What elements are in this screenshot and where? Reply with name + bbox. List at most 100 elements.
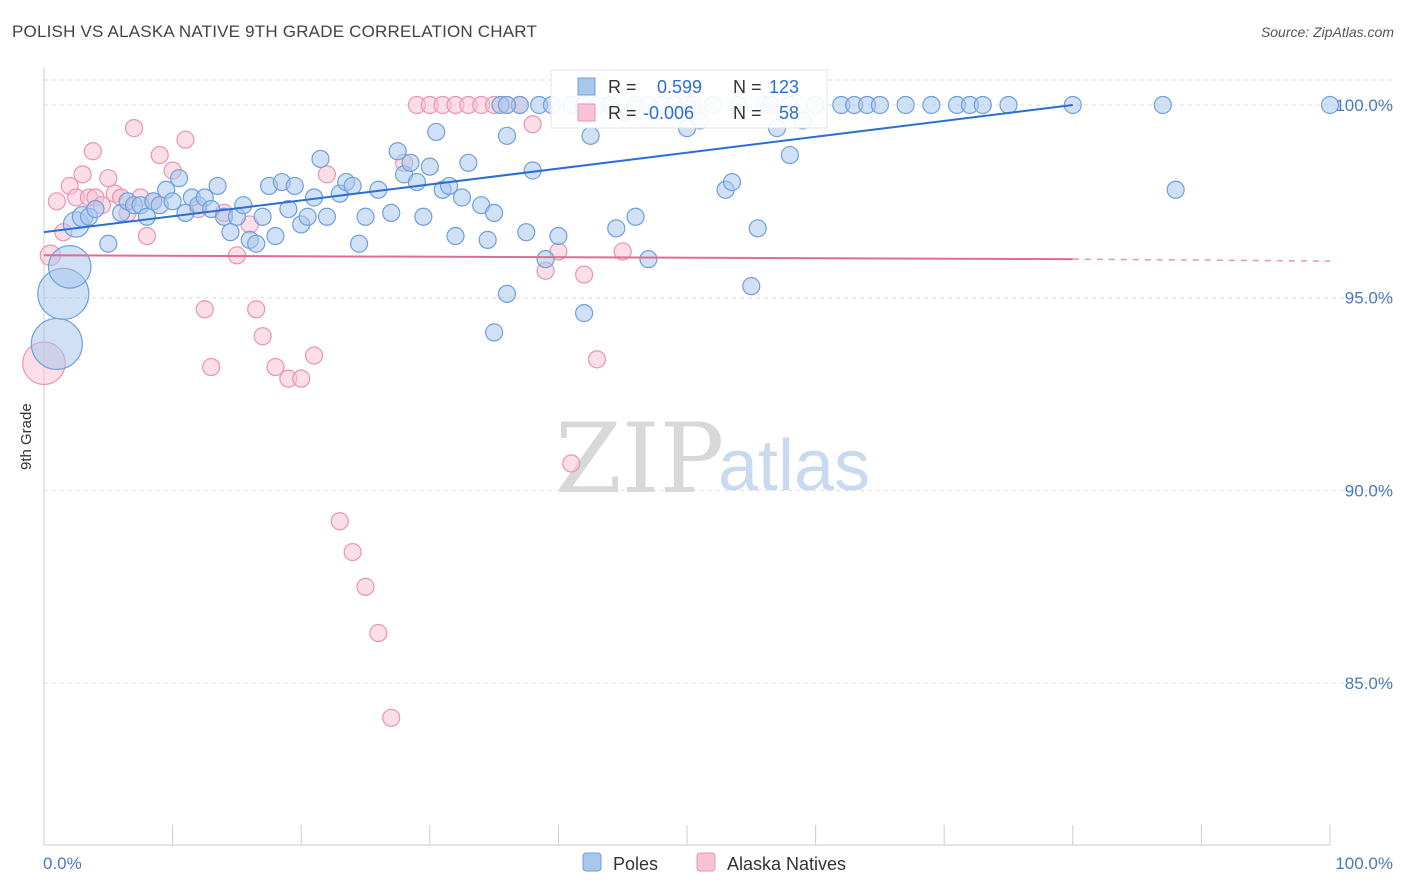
series-legend: Poles Alaska Natives — [582, 852, 846, 874]
alaska-point-17 — [137, 226, 156, 246]
y-tick-label-1: 90.0% — [1345, 481, 1393, 500]
poles-point-102 — [973, 95, 992, 115]
poles-point-53 — [420, 157, 439, 176]
alaska-n-value: 58 — [779, 103, 799, 123]
poles-point-107 — [1320, 95, 1340, 115]
poles-point-45 — [356, 207, 375, 226]
gridlines — [44, 79, 1393, 684]
poles-point-69 — [536, 250, 555, 269]
poles-point-27 — [234, 196, 253, 215]
alaska-natives-points — [22, 95, 632, 727]
source-label: Source: ZipAtlas.com — [1260, 24, 1394, 40]
poles-point-37 — [298, 207, 317, 226]
poles-point-88 — [742, 277, 761, 296]
alaska-point-27 — [195, 300, 214, 319]
alaska-point-29 — [253, 327, 272, 346]
poles-point-71 — [549, 226, 568, 246]
poles-point-16 — [163, 192, 182, 211]
poles-point-64 — [497, 126, 517, 145]
poles-trend-line — [43, 103, 1073, 234]
poles-point-25 — [221, 223, 240, 242]
poles-point-105 — [1153, 95, 1172, 115]
poles-point-57 — [446, 226, 465, 246]
poles-point-74 — [581, 126, 600, 145]
trend-lines — [43, 103, 1331, 262]
legend-poles-label: Poles — [613, 854, 658, 874]
poles-point-29 — [247, 234, 266, 253]
poles-point-43 — [343, 176, 362, 196]
poles-point-50 — [401, 153, 420, 172]
x-tick-labels: 0.0% 100.0% — [43, 854, 1393, 873]
alaska-point-54 — [575, 265, 594, 284]
poles-point-40 — [317, 207, 337, 226]
chart-title: POLISH VS ALASKA NATIVE 9TH GRADE CORREL… — [12, 22, 538, 41]
alaska-point-2 — [47, 192, 66, 211]
poles-point-58 — [452, 188, 472, 207]
alaska-point-11 — [99, 169, 118, 188]
poles-n-value: 123 — [769, 77, 799, 97]
watermark-zip: ZIP — [555, 403, 724, 515]
x-tick-label-max: 100.0% — [1335, 854, 1393, 873]
poles-point-109 — [485, 323, 504, 342]
y-tick-label-0: 85.0% — [1345, 674, 1393, 693]
alaska-point-37 — [356, 577, 375, 596]
poles-point-51 — [407, 172, 427, 192]
poles-point-30 — [253, 207, 272, 226]
alaska-n-label: N = — [733, 103, 762, 123]
poles-point-39 — [311, 149, 330, 169]
poles-point-111 — [639, 250, 658, 269]
poles-point-114 — [748, 219, 767, 238]
poles-point-108 — [497, 284, 517, 303]
x-tick-label-min: 0.0% — [43, 854, 82, 873]
alaska-r-value: -0.006 — [643, 103, 694, 123]
poles-point-44 — [349, 234, 369, 253]
y-tick-label-3: 100.0% — [1335, 96, 1393, 115]
alaska-point-15 — [124, 119, 144, 138]
poles-point-17 — [169, 169, 189, 188]
alaska-point-19 — [150, 145, 169, 165]
alaska-point-34 — [317, 165, 337, 184]
alaska-point-28 — [247, 300, 266, 319]
poles-point-113 — [626, 207, 645, 226]
alaska-r-label: R = — [608, 103, 637, 123]
alaska-point-32 — [292, 369, 311, 388]
poles-point-61 — [478, 230, 497, 249]
alaska-point-55 — [587, 350, 607, 369]
poles-point-117 — [497, 95, 517, 115]
poles-point-47 — [382, 203, 401, 222]
poles-point-52 — [414, 207, 433, 226]
poles-point-23 — [208, 176, 227, 196]
alaska-swatch — [577, 103, 596, 122]
poles-point-86 — [722, 172, 742, 192]
poles-point-97 — [870, 95, 890, 115]
poles-point-2 — [47, 245, 92, 289]
poles-point-59 — [459, 153, 478, 172]
alaska-point-39 — [382, 708, 401, 727]
poles-point-112 — [607, 219, 626, 238]
poles-point-106 — [1166, 180, 1185, 199]
poles-point-32 — [266, 226, 285, 246]
alaska-point-53 — [562, 454, 581, 473]
axes — [43, 68, 1331, 846]
poles-swatch — [577, 77, 596, 96]
alaska-trend-line — [43, 254, 1073, 261]
poles-r-label: R = — [608, 77, 637, 97]
alaska-point-35 — [330, 512, 349, 531]
poles-n-label: N = — [733, 77, 762, 97]
poles-point-103 — [999, 95, 1018, 115]
stats-legend-box — [550, 69, 828, 129]
alaska-point-57 — [613, 242, 632, 261]
alaska-trend-extension — [1072, 258, 1331, 262]
stats-legend: R = 0.599 N = 123 R = -0.006 N = 58 — [550, 69, 828, 129]
poles-point-35 — [285, 176, 304, 196]
legend-alaska-swatch — [696, 852, 716, 872]
poles-point-0 — [30, 317, 83, 371]
poles-point-110 — [575, 304, 594, 323]
poles-point-98 — [896, 95, 915, 115]
poles-point-62 — [485, 203, 504, 222]
watermark: ZIP atlas — [555, 403, 870, 515]
poles-point-34 — [279, 199, 298, 219]
poles-point-116 — [780, 145, 799, 165]
alaska-point-38 — [369, 623, 388, 643]
